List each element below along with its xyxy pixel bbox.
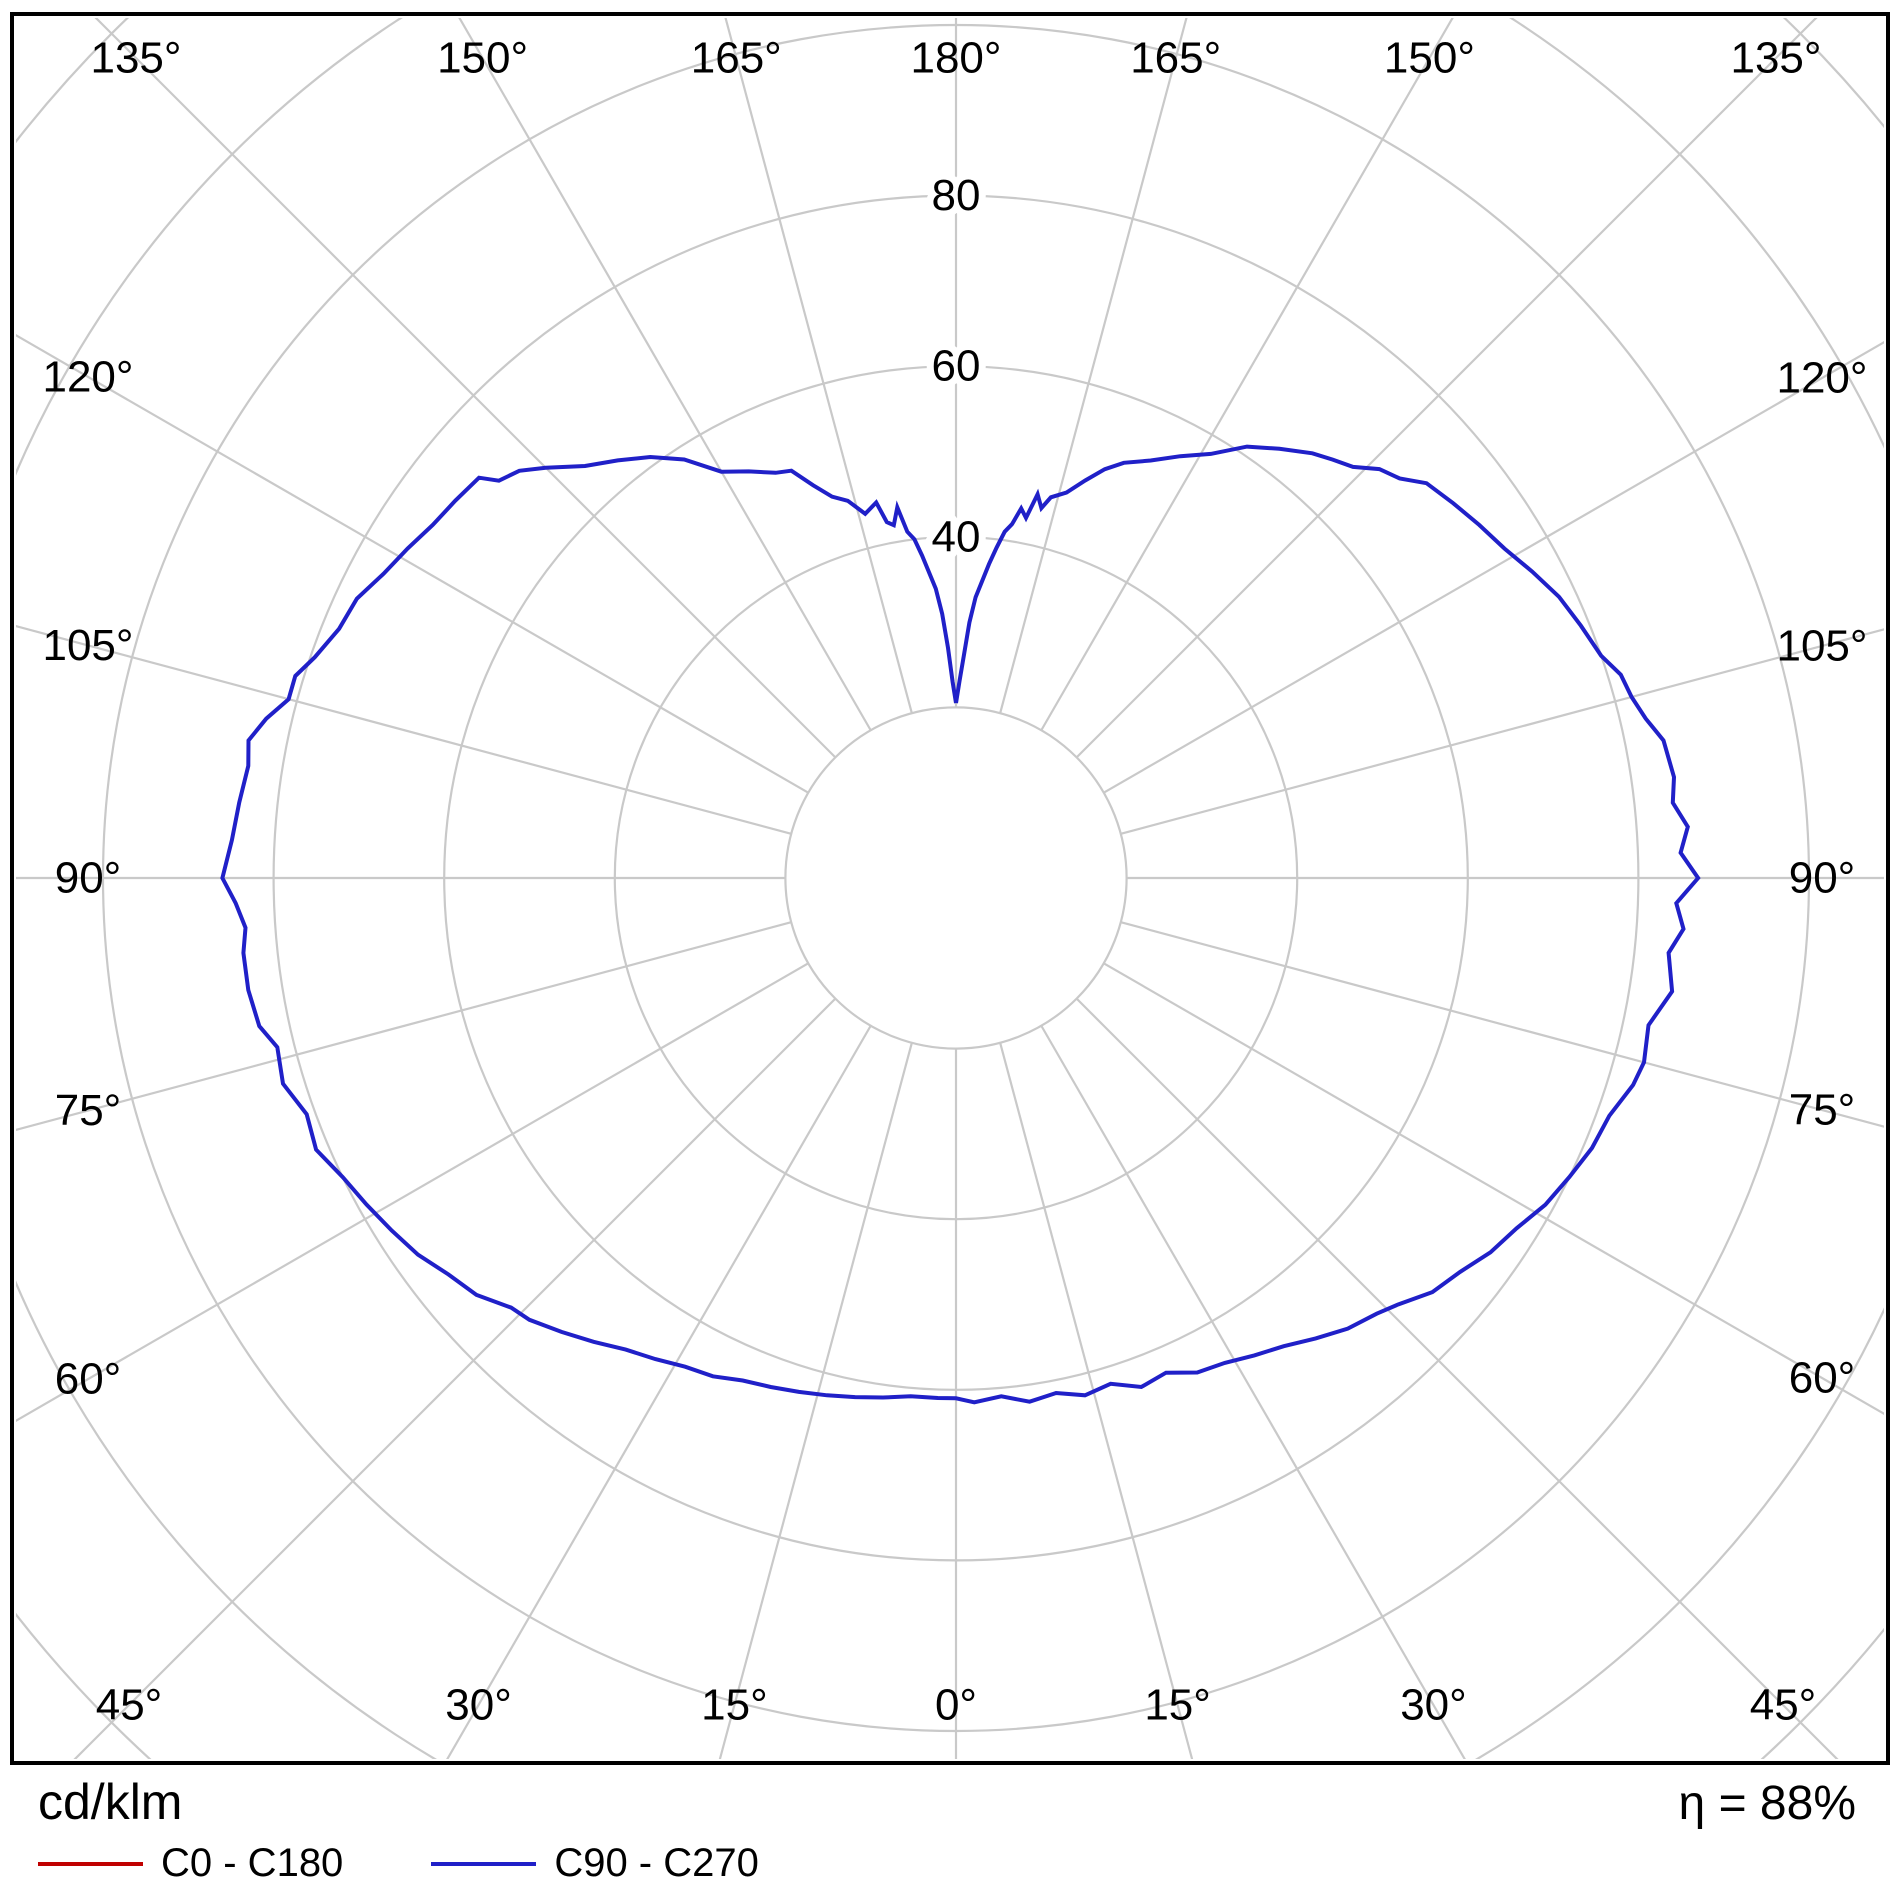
footer-top-row: cd/klm η = 88%: [0, 1765, 1900, 1831]
grid-spoke: [16, 334, 809, 794]
angle-label: 180°: [910, 34, 1001, 83]
grid-spoke: [1040, 18, 1454, 731]
angle-label: 15°: [701, 1681, 768, 1730]
radial-tick-label: 80: [932, 171, 981, 220]
angle-label: 120°: [1776, 354, 1867, 403]
angle-label: 150°: [437, 34, 528, 83]
grid-spoke: [16, 962, 809, 1422]
grid-spoke: [16, 624, 792, 835]
grid-spoke: [1120, 628, 1884, 835]
angle-label: 105°: [1776, 621, 1867, 670]
grid-spoke: [73, 997, 837, 1759]
angle-label: 120°: [42, 352, 133, 401]
legend-swatch-c90-c270: [431, 1861, 537, 1866]
legend-item-c0-c180: C0 - C180: [38, 1841, 343, 1886]
legend-item-c90-c270: C90 - C270: [431, 1841, 759, 1886]
angle-label: 45°: [1750, 1681, 1817, 1730]
angle-label: 30°: [445, 1681, 512, 1730]
angle-label: 60°: [55, 1355, 122, 1404]
chart-footer: cd/klm η = 88% C0 - C180 C90 - C270: [0, 1765, 1900, 1900]
unit-label: cd/klm: [38, 1774, 183, 1830]
angle-label: 165°: [1130, 34, 1221, 83]
angle-label: 60°: [1789, 1353, 1856, 1402]
grid-spoke: [458, 18, 872, 731]
grid-circle: [16, 18, 1884, 1759]
legend-swatch-c0-c180: [38, 1861, 143, 1866]
grid-spoke: [1075, 18, 1818, 759]
grid-spoke: [94, 18, 837, 759]
angle-label: 75°: [55, 1086, 122, 1135]
angle-label: 150°: [1384, 34, 1475, 83]
angle-label: 90°: [55, 854, 122, 903]
angle-label: 75°: [1789, 1086, 1856, 1135]
angle-label: 15°: [1144, 1681, 1211, 1730]
angle-label: 105°: [42, 621, 133, 670]
legend-label-c0-c180: C0 - C180: [161, 1841, 344, 1885]
series-curve-C90-C270: [220, 444, 1701, 1405]
grid-spoke: [1103, 340, 1884, 794]
grid-spoke: [1120, 921, 1884, 1128]
radial-tick-label: 40: [932, 512, 981, 561]
grid-circle: [16, 18, 1884, 1759]
grid-spoke: [16, 921, 792, 1132]
angle-label: 45°: [96, 1681, 163, 1730]
grid-spoke: [999, 1042, 1194, 1759]
chart-frame: [10, 12, 1890, 1765]
grid-spoke: [1040, 1025, 1466, 1759]
grid-spoke: [718, 1042, 913, 1759]
angle-label: 135°: [1730, 34, 1821, 83]
angle-label: 0°: [935, 1681, 977, 1730]
grid-spoke: [999, 18, 1188, 714]
grid-circle: [784, 706, 1128, 1050]
legend: C0 - C180 C90 - C270: [0, 1841, 1900, 1886]
grid-spoke: [1103, 962, 1884, 1416]
grid-spoke: [446, 1025, 872, 1759]
angle-label: 90°: [1789, 854, 1856, 903]
grid-layer: [16, 18, 1884, 1759]
grid-spoke: [724, 18, 913, 714]
angle-label: 30°: [1400, 1681, 1467, 1730]
efficiency-label: η = 88%: [1678, 1777, 1856, 1830]
grid-spoke: [1075, 997, 1839, 1759]
angle-label: 135°: [90, 34, 181, 83]
angle-label: 165°: [691, 34, 782, 83]
radial-tick-label: 60: [932, 342, 981, 391]
legend-label-c90-c270: C90 - C270: [554, 1841, 759, 1885]
polar-chart: 40 60 80 0° 15° 15° 30° 30° 45° 45° 60° 60° 75° 75° 90…: [10, 12, 1890, 1765]
